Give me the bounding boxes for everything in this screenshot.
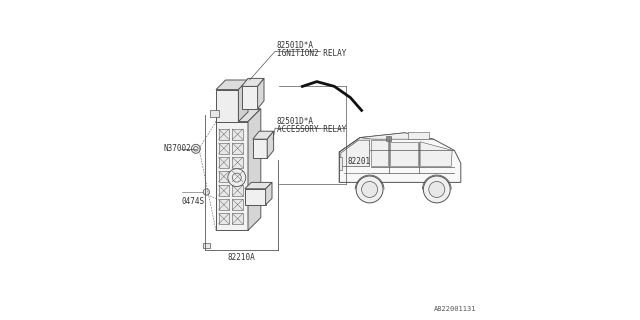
Text: 82501D*A: 82501D*A	[277, 117, 314, 126]
Text: 82201: 82201	[347, 157, 371, 166]
Text: 82501D*A: 82501D*A	[277, 41, 314, 50]
Polygon shape	[216, 109, 261, 122]
Polygon shape	[216, 90, 239, 122]
Circle shape	[429, 181, 445, 197]
Bar	[232, 157, 243, 168]
Bar	[232, 143, 243, 154]
Polygon shape	[360, 133, 434, 139]
Bar	[202, 243, 210, 248]
Bar	[219, 157, 229, 168]
Bar	[249, 102, 255, 107]
Circle shape	[424, 176, 451, 203]
Polygon shape	[216, 122, 248, 230]
Circle shape	[356, 176, 383, 203]
Polygon shape	[253, 139, 268, 158]
Bar	[219, 199, 229, 210]
Polygon shape	[216, 80, 248, 90]
Bar	[219, 213, 229, 224]
Text: N37002: N37002	[163, 144, 191, 153]
Polygon shape	[268, 131, 274, 158]
Polygon shape	[420, 142, 452, 166]
Polygon shape	[258, 78, 264, 109]
Circle shape	[362, 181, 378, 197]
Polygon shape	[339, 133, 461, 182]
Polygon shape	[245, 189, 266, 205]
Circle shape	[228, 169, 246, 187]
Text: IGNITION2 RELAY: IGNITION2 RELAY	[277, 49, 346, 58]
Text: ACCESSORY RELAY: ACCESSORY RELAY	[277, 125, 346, 134]
Bar	[408, 132, 429, 139]
Bar	[219, 129, 229, 140]
Bar	[249, 95, 255, 100]
Bar	[232, 185, 243, 196]
Polygon shape	[248, 109, 261, 230]
Bar	[339, 157, 342, 170]
Polygon shape	[242, 78, 264, 86]
Bar	[387, 136, 392, 141]
Polygon shape	[242, 86, 258, 109]
Polygon shape	[245, 182, 272, 189]
Bar	[232, 199, 243, 210]
Polygon shape	[239, 80, 248, 122]
Polygon shape	[340, 140, 370, 166]
Bar	[219, 143, 229, 154]
Polygon shape	[371, 140, 388, 166]
Circle shape	[204, 189, 210, 195]
Bar	[219, 185, 229, 196]
Bar	[232, 213, 243, 224]
Polygon shape	[253, 131, 274, 139]
Bar	[232, 171, 243, 182]
Bar	[219, 171, 229, 182]
Text: 0474S: 0474S	[182, 197, 205, 206]
Text: A822001131: A822001131	[434, 306, 476, 312]
Polygon shape	[390, 142, 419, 166]
Polygon shape	[266, 182, 272, 205]
Bar	[210, 110, 219, 117]
Circle shape	[191, 144, 200, 153]
Text: 82210A: 82210A	[228, 253, 255, 262]
Bar	[232, 129, 243, 140]
